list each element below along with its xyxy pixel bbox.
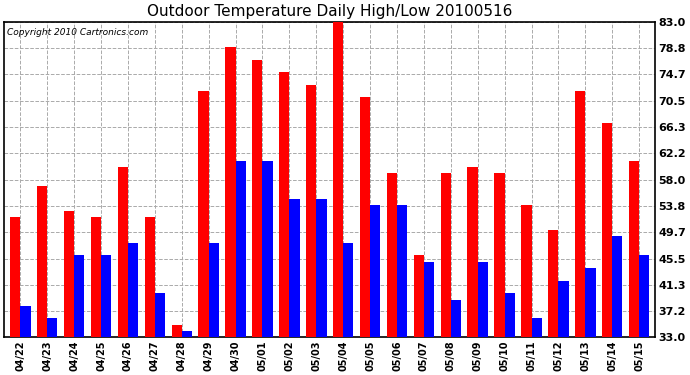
- Text: Copyright 2010 Cartronics.com: Copyright 2010 Cartronics.com: [8, 28, 148, 37]
- Bar: [37, 186, 47, 338]
- Bar: [91, 217, 101, 338]
- Bar: [279, 72, 289, 338]
- Bar: [47, 318, 57, 338]
- Bar: [602, 123, 612, 338]
- Bar: [20, 306, 30, 338]
- Bar: [629, 160, 639, 338]
- Bar: [558, 280, 569, 338]
- Bar: [477, 262, 488, 338]
- Bar: [441, 173, 451, 338]
- Bar: [575, 91, 585, 338]
- Bar: [639, 255, 649, 338]
- Bar: [181, 331, 192, 338]
- Bar: [531, 318, 542, 338]
- Bar: [522, 205, 531, 338]
- Bar: [253, 60, 262, 338]
- Bar: [101, 255, 111, 338]
- Bar: [306, 85, 316, 338]
- Bar: [208, 243, 219, 338]
- Bar: [495, 173, 504, 338]
- Bar: [226, 47, 235, 338]
- Bar: [155, 293, 165, 338]
- Bar: [451, 300, 461, 338]
- Bar: [316, 198, 326, 338]
- Bar: [289, 198, 299, 338]
- Bar: [387, 173, 397, 338]
- Bar: [504, 293, 515, 338]
- Bar: [199, 91, 208, 338]
- Bar: [549, 230, 558, 338]
- Bar: [74, 255, 84, 338]
- Bar: [145, 217, 155, 338]
- Bar: [10, 217, 20, 338]
- Bar: [468, 167, 477, 338]
- Bar: [262, 160, 273, 338]
- Title: Outdoor Temperature Daily High/Low 20100516: Outdoor Temperature Daily High/Low 20100…: [147, 4, 513, 19]
- Bar: [585, 268, 595, 338]
- Bar: [64, 211, 74, 338]
- Bar: [128, 243, 138, 338]
- Bar: [612, 236, 622, 338]
- Bar: [397, 205, 407, 338]
- Bar: [235, 160, 246, 338]
- Bar: [172, 325, 181, 338]
- Bar: [343, 243, 353, 338]
- Bar: [424, 262, 434, 338]
- Bar: [360, 98, 370, 338]
- Bar: [118, 167, 128, 338]
- Bar: [333, 22, 343, 338]
- Bar: [414, 255, 424, 338]
- Bar: [370, 205, 380, 338]
